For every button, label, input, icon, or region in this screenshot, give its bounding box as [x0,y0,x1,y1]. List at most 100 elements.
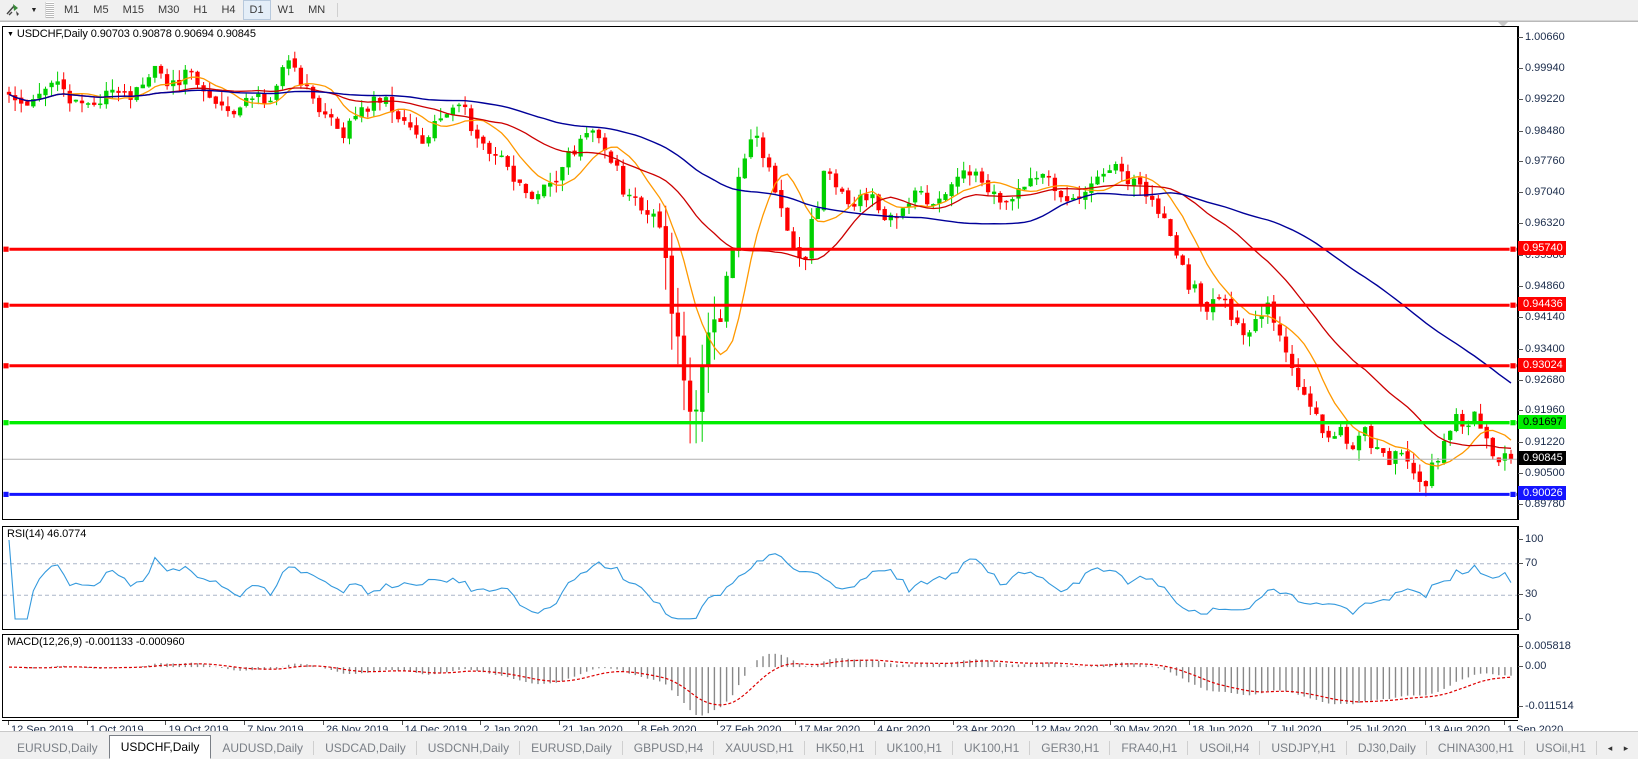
chart-tab[interactable]: FRA40,H1 [1110,737,1189,759]
level-tag-support[interactable]: 0.90026 [1518,486,1566,501]
macd-tick [1518,666,1523,668]
timeframe-m30[interactable]: M30 [157,4,180,16]
timeframe-w1[interactable]: W1 [277,4,295,16]
price-tick-label: 0.97760 [1525,155,1565,168]
macd-scale[interactable]: 0.005818 0.00 -0.011514 [1518,634,1636,718]
chevron-left-icon[interactable]: ◂ [1607,742,1613,753]
price-tick [1518,130,1523,132]
price-tick [1518,379,1523,381]
macd-axis-line [1518,634,1519,718]
price-tick-label: 0.98480 [1525,124,1565,137]
price-plot [3,51,1517,498]
chart-tab[interactable]: USDCNH,Daily [417,737,521,759]
chart-tab[interactable]: GBPUSD,H4 [623,737,715,759]
chart-tab-label: EURUSD,Daily [17,741,98,755]
timeframe-d1[interactable]: D1 [242,0,271,20]
price-scale[interactable]: 1.00660 0.99940 0.99220 0.98480 0.97760 0.970… [1518,26,1636,520]
timeframe-m1[interactable]: M1 [64,4,80,16]
price-tick [1518,316,1523,318]
chart-tab[interactable]: USOil,H1 [1525,737,1597,759]
price-tick-label: 0.97040 [1525,186,1565,199]
macd-tick-label: 0.00 [1525,660,1547,673]
tab-divider [1029,741,1031,755]
price-tick-label: 1.00660 [1525,31,1565,43]
chevron-right-icon[interactable]: ▸ [1623,742,1629,753]
price-pane-label-text: USDCHF,Daily 0.90703 0.90878 0.90694 0.9… [16,28,256,40]
crosshair-icon[interactable] [0,0,26,20]
chart-tab-label: USDCHF,Daily [120,740,200,754]
chart-tab[interactable]: HK50,H1 [805,737,876,759]
price-pane[interactable]: ▼ USDCHF,Daily 0.90703 0.90878 0.90694 0.… [2,26,1518,520]
timeframe-group: M1 M5 M15 M30 H1 H4 D1 W1 MN [57,0,332,20]
time-tick [952,721,954,725]
timeframe-m15[interactable]: M15 [122,4,144,16]
chart-tab[interactable]: USDCAD,Daily [314,737,417,759]
price-tick [1518,255,1523,257]
rsi-pane-label: RSI(14) 46.0774 [7,528,87,540]
time-tick [716,721,718,725]
tab-divider [1425,741,1427,755]
level-tag-resistance[interactable]: 0.93024 [1518,357,1566,372]
rsi-scale[interactable]: 100 70 30 0 [1518,526,1636,630]
time-tick [401,721,403,725]
chart-tab[interactable]: XAUUSD,H1 [714,737,805,759]
chart-tab-bar: EURUSD,Daily USDCHF,Daily AUDUSD,Daily USDC… [0,731,1638,759]
timeframe-h1[interactable]: H1 [193,4,208,16]
top-toolbar: ▼ M1 M5 M15 M30 H1 H4 D1 W1 MN [0,0,1638,21]
collapse-caret-icon[interactable]: ▼ [7,31,14,38]
chart-tab[interactable]: UK100,H1 [953,737,1031,759]
tab-divider [519,741,521,755]
level-tag-support[interactable]: 0.91697 [1518,414,1566,429]
chart-tab[interactable]: AUDUSD,Daily [211,737,315,759]
toolbar-grip[interactable] [45,2,54,18]
rsi-tick-label: 0 [1525,612,1532,624]
timeframe-mn[interactable]: MN [308,4,326,16]
macd-pane[interactable]: MACD(12,26,9) -0.001133 -0.000960 [2,634,1518,718]
chart-tab-label: USOil,H1 [1535,741,1586,755]
chart-area[interactable]: ▼ USDCHF,Daily 0.90703 0.90878 0.90694 0.… [0,21,1638,736]
time-tick [480,721,482,725]
scroll-position-marker[interactable] [1498,22,1508,27]
chart-tab[interactable]: CHINA300,H1 [1427,737,1525,759]
chart-tab[interactable]: UK100,H1 [876,737,953,759]
price-tick-label: 0.94140 [1525,310,1565,323]
macd-tick-label: -0.011514 [1525,700,1574,712]
time-tick [86,721,88,725]
price-axis-line [1518,26,1519,520]
rsi-tick [1518,594,1523,596]
rsi-pane[interactable]: RSI(14) 46.0774 [2,526,1518,630]
tab-divider [951,741,953,755]
tab-divider [874,741,876,755]
price-tick-label: 0.91960 [1525,404,1565,417]
tab-divider [1259,741,1261,755]
level-tag-last-price[interactable]: 0.90845 [1518,451,1566,466]
time-tick [559,721,561,725]
price-tick [1518,348,1523,350]
chart-tab[interactable]: GER30,H1 [1030,737,1111,759]
tab-scroll-arrows: ◂ ▸ [1602,737,1638,759]
chart-tab[interactable]: EURUSD,Daily [520,737,623,759]
level-tag-resistance[interactable]: 0.95740 [1518,241,1566,256]
chevron-down-icon[interactable]: ▼ [30,6,38,14]
price-tick [1518,67,1523,69]
price-tick-label: 0.92680 [1525,373,1565,386]
chart-tab[interactable]: DJ30,Daily [1347,737,1427,759]
time-tick [1189,721,1191,725]
level-tag-resistance[interactable]: 0.94436 [1518,297,1566,312]
tab-divider [713,741,715,755]
chart-tab-active[interactable]: USDCHF,Daily [108,735,212,759]
time-tick [8,721,9,725]
price-tick [1518,161,1523,163]
chart-tab-label: USDCNH,Daily [427,741,510,755]
chart-tab-label: HK50,H1 [815,741,865,755]
timeframe-h4[interactable]: H4 [221,4,236,16]
price-tick-label: 0.93400 [1525,342,1565,355]
chart-tab[interactable]: USOil,H4 [1188,737,1261,759]
chart-tab[interactable]: EURUSD,Daily [6,737,109,759]
chart-tab-label: GER30,H1 [1041,741,1100,755]
time-tick [1425,721,1427,725]
chart-tab[interactable]: USDJPY,H1 [1260,737,1347,759]
timeframe-m5[interactable]: M5 [93,4,109,16]
time-tick [165,721,167,725]
